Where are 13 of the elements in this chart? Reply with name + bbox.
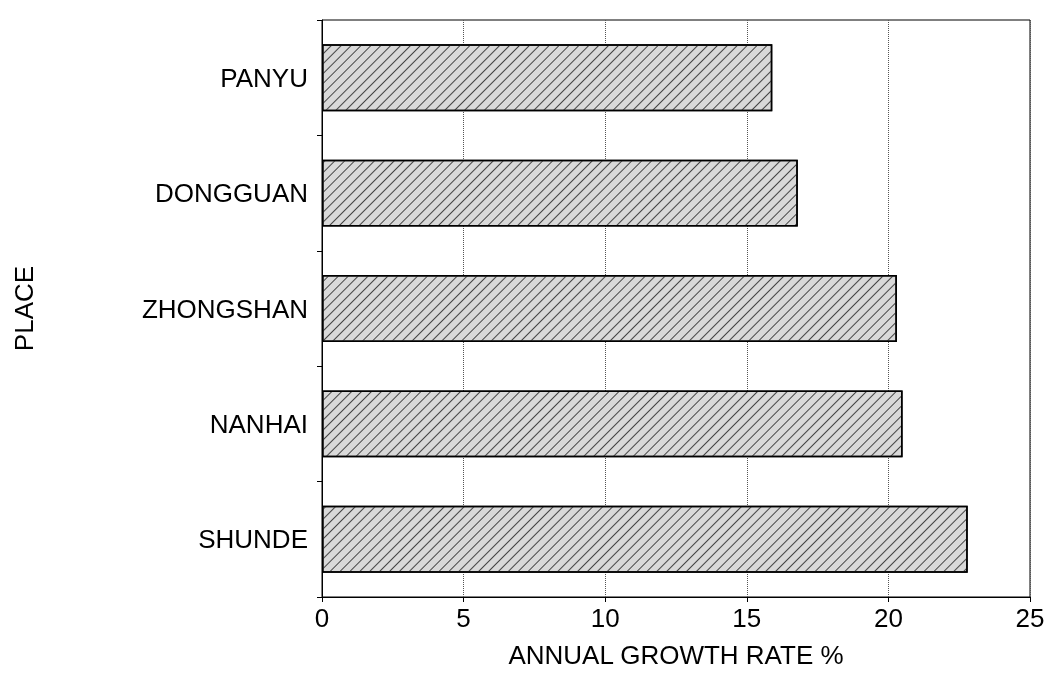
- x-axis-title: ANNUAL GROWTH RATE %: [508, 640, 844, 670]
- x-tick-label: 5: [456, 603, 471, 633]
- x-tick-label: 10: [590, 603, 620, 633]
- y-tick-label: NANHAI: [209, 408, 308, 439]
- y-axis-title: PLACE: [9, 265, 39, 352]
- y-tick-label: ZHONGSHAN: [141, 293, 308, 324]
- x-tick-label: 20: [873, 603, 903, 633]
- y-tick-label: SHUNDE: [198, 524, 308, 555]
- x-tick-label: 25: [1015, 603, 1045, 633]
- x-tick-label: 15: [732, 603, 762, 633]
- y-tick-label: PANYU: [220, 62, 308, 93]
- y-tick-label: DONGGUAN: [154, 178, 308, 209]
- x-tick-label: 0: [314, 603, 330, 633]
